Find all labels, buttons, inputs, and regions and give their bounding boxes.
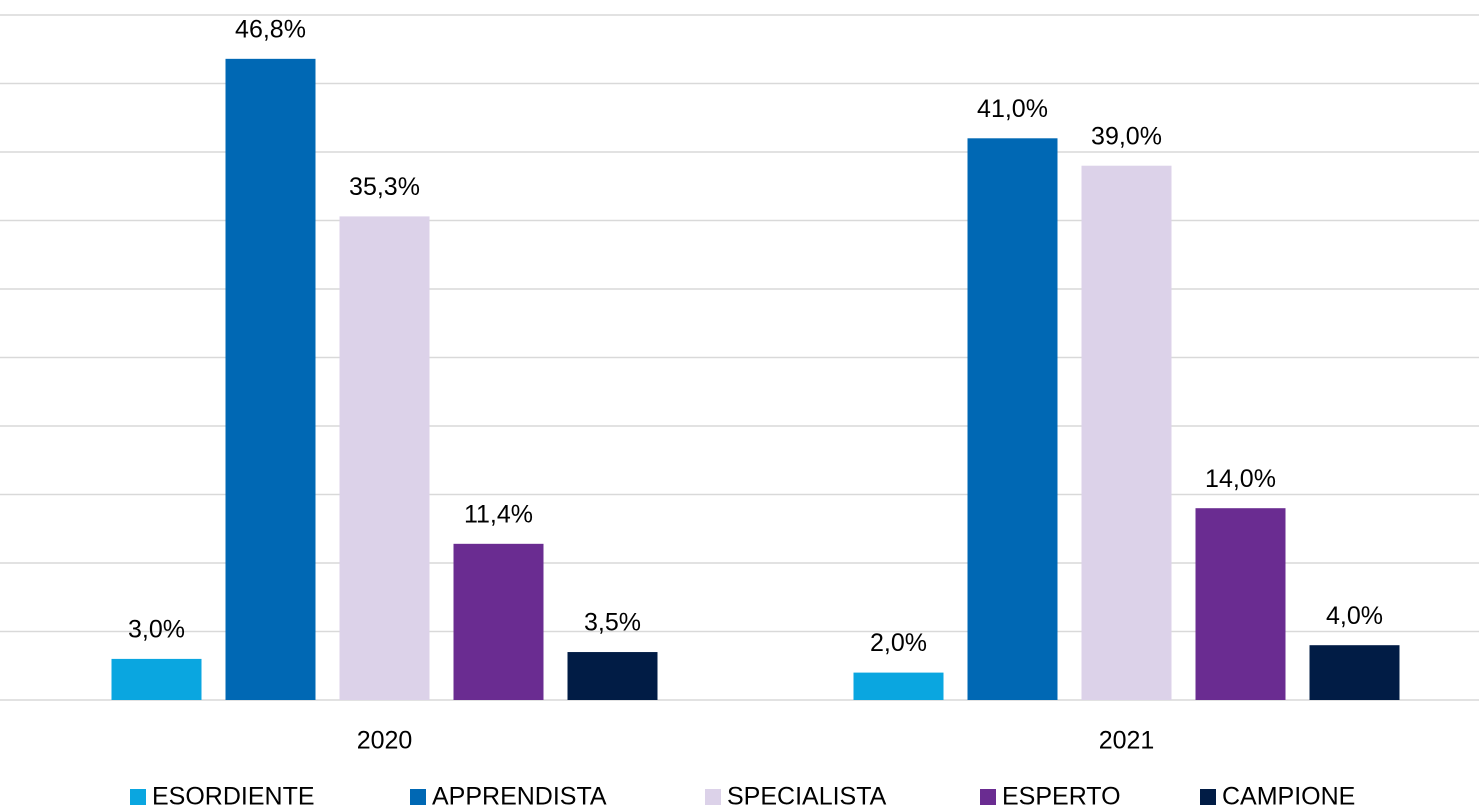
- data-label: 35,3%: [349, 173, 420, 201]
- legend-label: CAMPIONE: [1222, 783, 1355, 809]
- bar: [1081, 165, 1172, 700]
- bar: [853, 672, 944, 700]
- legend-swatch: [1200, 789, 1216, 805]
- data-label: 11,4%: [464, 500, 533, 528]
- bar: [339, 216, 430, 700]
- legend-swatch: [130, 789, 146, 805]
- data-label: 3,5%: [584, 609, 641, 637]
- legend-swatch: [705, 789, 721, 805]
- legend-label: APPRENDISTA: [432, 783, 607, 809]
- bar: [453, 543, 544, 700]
- legend-label: SPECIALISTA: [727, 783, 887, 809]
- data-label: 14,0%: [1205, 465, 1276, 493]
- bar: [1195, 508, 1286, 700]
- data-label: 4,0%: [1326, 602, 1383, 630]
- x-tick-label: 2020: [357, 727, 413, 755]
- data-label: 41,0%: [977, 95, 1048, 123]
- data-label: 2,0%: [870, 629, 927, 657]
- data-label: 46,8%: [235, 15, 306, 43]
- bar: [111, 658, 202, 700]
- legend-label: ESPERTO: [1002, 783, 1121, 809]
- x-tick-label: 2021: [1099, 727, 1155, 755]
- bar: [1309, 645, 1400, 700]
- data-label: 39,0%: [1091, 122, 1162, 150]
- legend-swatch: [410, 789, 426, 805]
- legend-swatch: [980, 789, 996, 805]
- bar: [225, 58, 316, 700]
- data-label: 3,0%: [128, 616, 185, 644]
- bar: [567, 652, 658, 700]
- legend-label: ESORDIENTE: [152, 783, 315, 809]
- bar: [967, 138, 1058, 701]
